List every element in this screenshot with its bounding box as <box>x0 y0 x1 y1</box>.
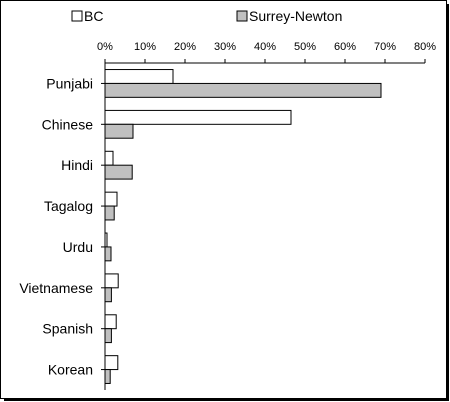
legend-swatch-surrey-newton <box>236 10 248 22</box>
chart-shadow-bottom <box>4 398 449 401</box>
category-label: Hindi <box>61 157 93 173</box>
x-tick-label: 60% <box>334 41 356 53</box>
bar-bc <box>104 109 292 125</box>
legend-swatch-bc <box>71 10 83 22</box>
x-tick-label: 80% <box>414 41 436 53</box>
x-tick-label: 40% <box>254 41 276 53</box>
bar-surrey-newton <box>104 123 134 139</box>
bar-surrey-newton <box>104 246 112 262</box>
bar-bc <box>104 355 119 371</box>
chart-shadow-right <box>446 4 449 401</box>
x-axis: 0% 10% 20% 30% 40% 50% 60% 70% 80% <box>97 41 436 390</box>
x-tick-label: 70% <box>374 41 396 53</box>
bar-surrey-newton <box>104 369 111 384</box>
bar-surrey-newton <box>104 164 133 180</box>
legend: BC Surrey-Newton <box>71 8 342 24</box>
bar-bc <box>104 191 118 207</box>
legend-item-bc: BC <box>71 8 103 24</box>
x-tick-label: 0% <box>97 41 113 53</box>
bar-bc <box>104 150 114 166</box>
bar-surrey-newton <box>104 82 382 98</box>
x-tick-label: 30% <box>214 41 236 53</box>
x-tick-label: 50% <box>294 41 316 53</box>
bar-bc <box>104 314 117 330</box>
bars <box>104 69 382 384</box>
category-label: Spanish <box>42 321 93 337</box>
category-labels: Punjabi Chinese Hindi Tagalog Urdu Vietnamese… <box>19 75 93 377</box>
legend-label-bc: BC <box>84 8 103 24</box>
category-label: Punjabi <box>46 75 93 91</box>
legend-label-surrey-newton: Surrey-Newton <box>249 8 342 24</box>
x-tick-label: 10% <box>134 41 156 53</box>
category-label: Urdu <box>63 239 93 255</box>
category-label: Chinese <box>42 116 94 132</box>
legend-item-surrey-newton: Surrey-Newton <box>236 8 342 24</box>
category-label: Korean <box>48 362 93 378</box>
bar-bc <box>104 69 174 84</box>
x-tick-label: 20% <box>174 41 196 53</box>
bar-bc <box>104 273 119 289</box>
category-label: Tagalog <box>44 198 93 214</box>
bar-surrey-newton <box>104 328 112 344</box>
bar-surrey-newton <box>104 287 112 303</box>
category-label: Vietnamese <box>19 280 93 296</box>
bar-surrey-newton <box>104 205 115 221</box>
bar-bc <box>104 232 108 248</box>
